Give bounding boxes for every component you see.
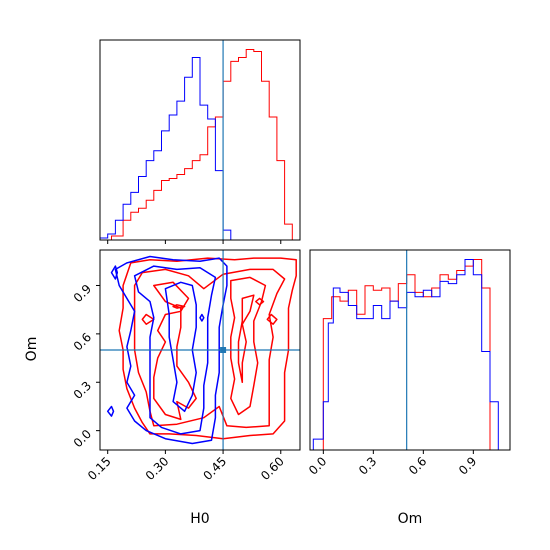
contour-blue-1 [133, 265, 217, 435]
hist-series-red [100, 49, 300, 241]
hist-series-blue [99, 57, 239, 241]
contour-red-7 [141, 313, 155, 325]
om-histogram-panel: 0.0 0.3 0.6 0.9 [306, 249, 511, 478]
contour-blue-2 [164, 281, 197, 413]
contour-red-6 [266, 313, 278, 325]
contour-blue-0 [114, 255, 228, 445]
contour-red-1 [133, 268, 286, 429]
panel-frame [309, 249, 511, 451]
truth-marker [220, 347, 227, 353]
contour-red-3 [230, 276, 267, 416]
h0-histogram-panel [99, 39, 301, 244]
contour-red-4 [237, 294, 255, 384]
contour-blue-3 [199, 313, 205, 322]
panel-frame [99, 249, 301, 451]
panel-frame [99, 39, 301, 241]
contour-red-2 [153, 281, 197, 421]
contour-blue-4 [106, 405, 115, 417]
contour-red-8 [172, 304, 186, 309]
x-axis-label-om: Om [398, 511, 423, 527]
contour-red-5 [255, 297, 265, 306]
y-axis-label-om: Om [24, 337, 40, 362]
x-axis-label-h0: H0 [190, 511, 209, 527]
contour-red-0 [118, 257, 297, 440]
contour-blue-5 [110, 265, 119, 280]
